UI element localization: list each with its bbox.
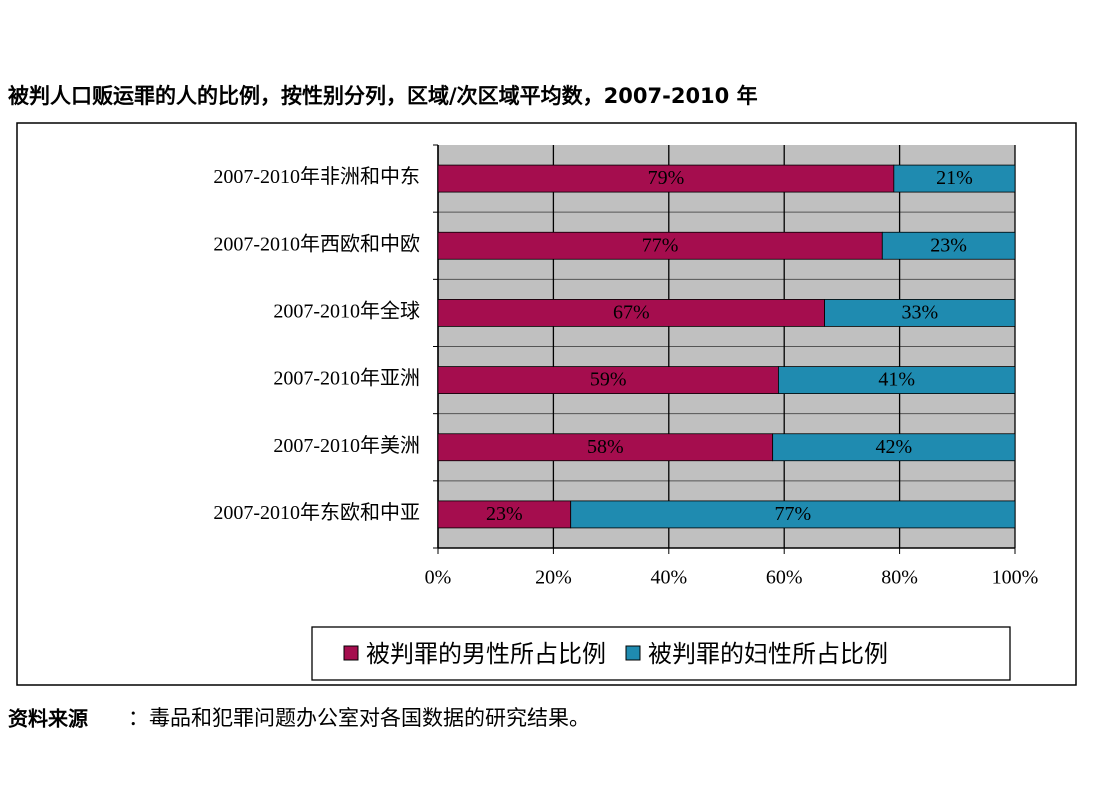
bar-segment [881,231,1016,260]
legend-swatch [343,645,359,661]
data-label: 67% [613,302,650,324]
data-label: 77% [775,503,812,525]
y-tick-label: 2007-2010年东欧和中亚 [213,501,420,524]
y-tick-label: 2007-2010年全球 [273,300,420,323]
bar-segment [778,366,1016,394]
x-tick-label: 20% [535,567,572,589]
y-tick-label: 2007-2010年亚洲 [273,367,420,390]
y-tick-label: 2007-2010年美洲 [273,434,420,457]
x-tick-label: 60% [766,567,803,589]
data-label: 23% [930,234,967,256]
data-label: 77% [642,234,679,256]
chart-title: 被判人口贩运罪的人的比例，按性别分列，区域/次区域平均数，2007-2010 年 [8,84,758,108]
legend-swatch [625,645,641,661]
legend-label: 被判罪的男性所占比例 [366,640,606,668]
bar-segment [437,433,774,462]
bar-segment [437,299,825,327]
data-label: 41% [878,369,915,391]
bar-segment [437,231,883,260]
x-tick-label: 100% [992,567,1039,589]
data-label: 21% [936,167,973,189]
bar-segment [824,299,1016,327]
bar-segment [437,366,779,394]
y-tick-label: 2007-2010年非洲和中东 [213,165,420,188]
x-tick-label: 40% [650,567,687,589]
bar-segment [893,164,1016,193]
x-tick-label: 0% [425,567,452,589]
data-label: 59% [590,369,627,391]
data-label: 23% [486,503,523,525]
bar-segment [437,500,572,529]
legend-label: 被判罪的妇性所占比例 [648,640,888,668]
bar-segment [437,164,895,193]
data-label: 79% [648,167,685,189]
source-text: ：毒品和犯罪问题办公室对各国数据的研究结果。 [128,706,590,730]
bar-segment [570,500,1016,529]
x-tick-label: 80% [881,567,918,589]
y-tick-label: 2007-2010年西欧和中欧 [213,232,420,255]
data-label: 42% [875,436,912,458]
data-label: 58% [587,436,624,458]
bar-segment [772,433,1016,462]
data-label: 33% [901,302,938,324]
source-label: 资料来源 [8,707,88,731]
legend-box [311,626,1011,681]
